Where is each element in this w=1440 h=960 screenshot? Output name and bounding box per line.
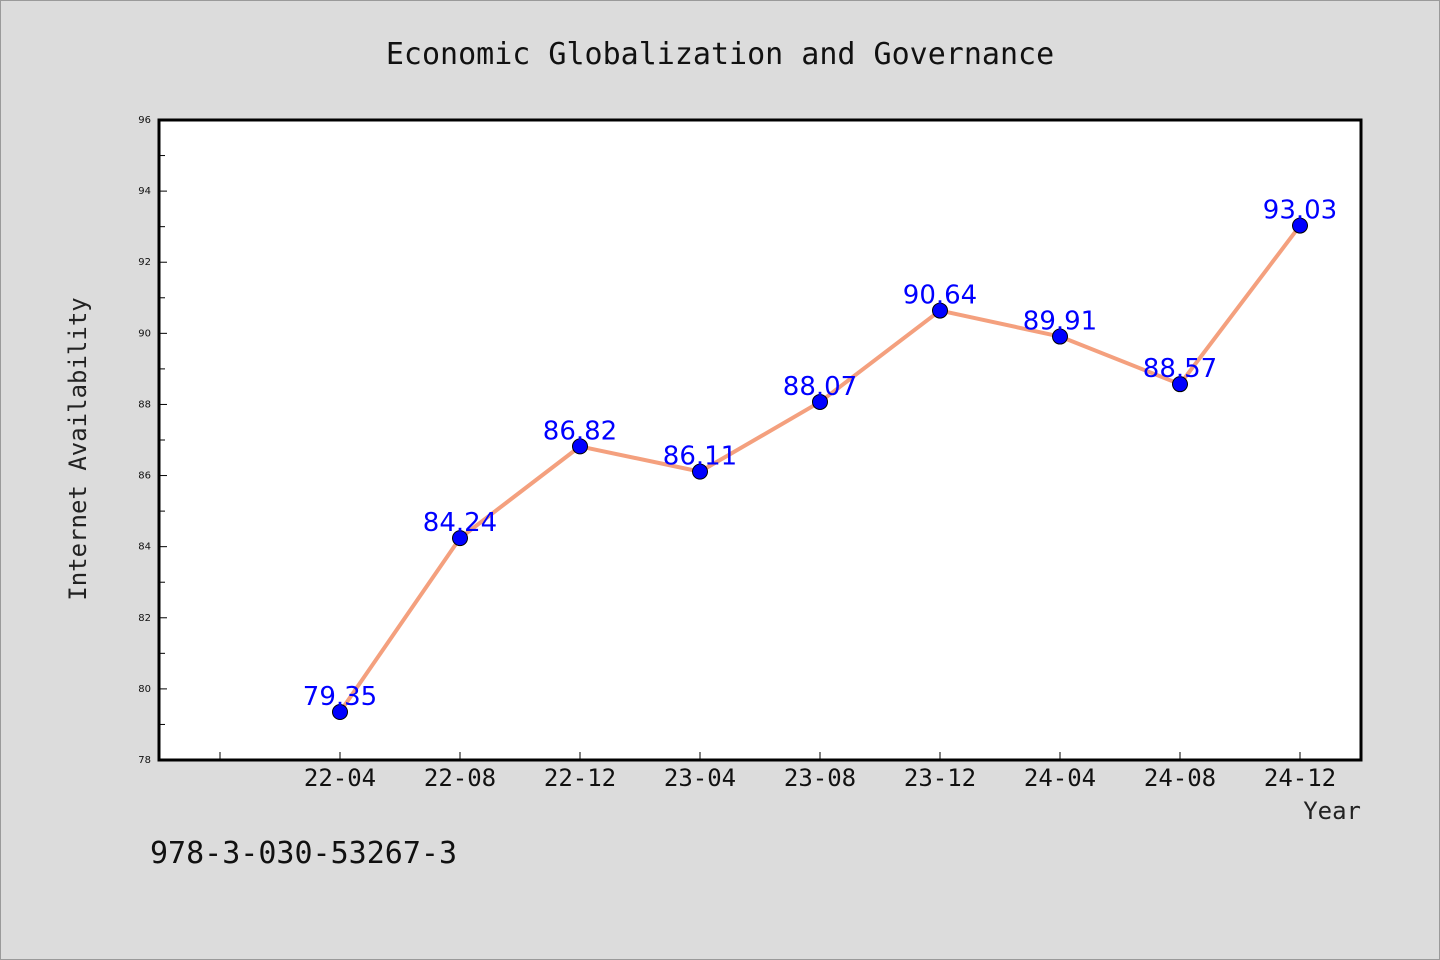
data-point [572, 438, 588, 455]
data-label: 93.03 [1263, 196, 1337, 226]
data-point [332, 704, 348, 720]
data-label: 86.11 [663, 442, 737, 472]
plot-area [157, 118, 1363, 762]
x-tick-label: 24-04 [1024, 764, 1096, 792]
y-tick-label: 96 [138, 115, 151, 126]
x-axis-label: Year [1303, 797, 1361, 825]
data-point [1172, 376, 1188, 393]
data-labels-group: 79.35 84.24 86.82 86.11 88.07 90.64 89.91 88.57… [303, 196, 1337, 712]
y-tick-label: 92 [138, 257, 151, 268]
y-tick-label: 84 [138, 542, 151, 553]
y-axis-ticks: 78 80 82 84 86 88 90 92 94 96 [138, 115, 167, 766]
data-point [692, 463, 708, 480]
data-point [932, 302, 948, 319]
x-tick-label: 22-04 [304, 764, 376, 792]
data-point [452, 530, 468, 547]
data-label: 90.64 [903, 281, 977, 311]
series-group [332, 217, 1308, 720]
data-label: 88.07 [783, 372, 857, 402]
y-tick-label: 86 [138, 471, 151, 482]
x-tick-label: 24-12 [1264, 764, 1336, 792]
x-tick-label: 23-08 [784, 764, 856, 792]
x-axis-ticks: 22-04 22-08 22-12 23-04 23-08 23-12 24-04 24-08… [219, 752, 1336, 792]
x-tick-label: 22-08 [424, 764, 496, 792]
y-axis-label: Internet Availability [64, 297, 92, 600]
data-point [812, 393, 828, 410]
data-label: 89.91 [1023, 307, 1097, 337]
y-tick-label: 80 [138, 684, 151, 695]
x-tick-label: 22-12 [544, 764, 616, 792]
y-tick-label: 90 [138, 328, 151, 339]
y-tick-label: 94 [138, 186, 151, 197]
y-tick-label: 78 [138, 755, 151, 766]
data-point [1292, 217, 1308, 234]
data-label: 86.82 [543, 416, 617, 446]
data-point [1052, 328, 1068, 345]
y-tick-label: 82 [138, 613, 151, 624]
x-tick-label: 23-12 [904, 764, 976, 792]
chart-title: Economic Globalization and Governance [386, 37, 1054, 72]
isbn-footer: 978-3-030-53267-3 [150, 836, 457, 871]
data-label: 79.35 [303, 682, 377, 712]
x-tick-label: 24-08 [1144, 764, 1216, 792]
y-tick-label: 88 [138, 399, 151, 410]
data-label: 84.24 [423, 508, 497, 538]
x-tick-label: 23-04 [664, 764, 736, 792]
data-label: 88.57 [1143, 354, 1217, 384]
